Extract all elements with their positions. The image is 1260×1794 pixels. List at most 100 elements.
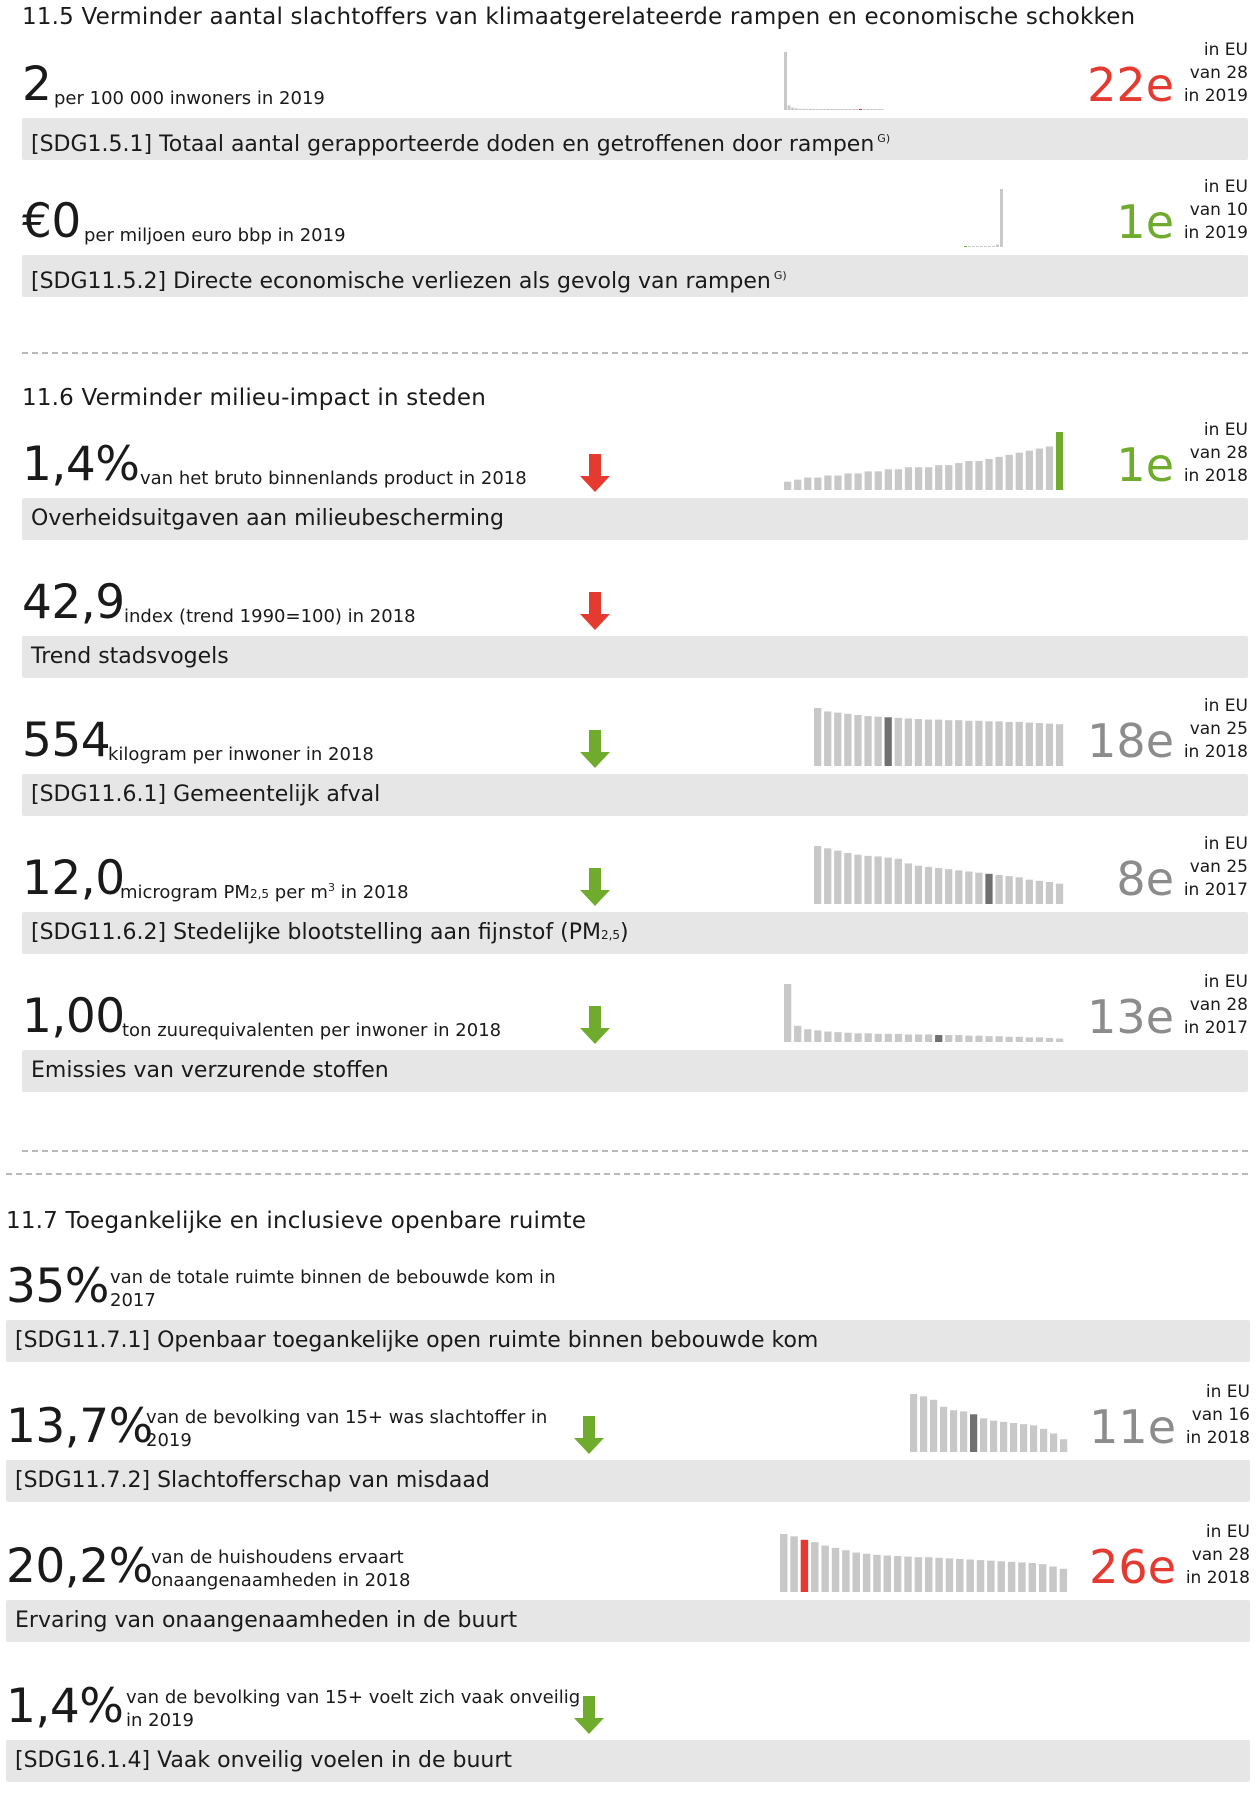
chart-bar bbox=[784, 52, 787, 110]
chart-bar bbox=[854, 854, 862, 904]
chart-bar bbox=[1025, 722, 1033, 766]
indicator-unit: van de totale ruimte binnen de bebouwde … bbox=[110, 1267, 556, 1312]
chart-bar bbox=[1050, 1433, 1058, 1452]
rank-context: in EU van 16 in 2018 bbox=[1186, 1381, 1250, 1450]
chart-bar bbox=[930, 1399, 938, 1452]
eu-rank: 13e bbox=[1087, 990, 1174, 1044]
chart-bar bbox=[990, 1420, 998, 1452]
chart-bar bbox=[894, 858, 902, 904]
indicator-value: 35% bbox=[6, 1259, 109, 1314]
chart-bar bbox=[784, 481, 792, 490]
indicator-unit: microgram PM2,5 per m3 in 2018 bbox=[120, 881, 409, 905]
chart-bar bbox=[841, 109, 845, 110]
indicator-label-end: ) bbox=[620, 920, 629, 945]
trend-down-icon bbox=[580, 1006, 610, 1044]
unit-text: per m bbox=[269, 881, 328, 903]
chart-bar bbox=[995, 1036, 1003, 1042]
section-divider bbox=[22, 1150, 1248, 1152]
chart-bar-highlight bbox=[970, 1414, 978, 1452]
chart-bar bbox=[987, 1560, 995, 1592]
chart-bar bbox=[1038, 1564, 1047, 1592]
chart-bar bbox=[893, 1556, 902, 1592]
rank-total: van 28 bbox=[1189, 63, 1248, 83]
chart-bar bbox=[985, 721, 993, 766]
indicator-label: Overheidsuitgaven aan milieubescherming bbox=[31, 506, 504, 531]
ranking-chart bbox=[780, 1534, 1068, 1592]
chart-bar bbox=[960, 1411, 968, 1452]
chart-bar bbox=[914, 865, 923, 904]
chart-bar bbox=[972, 246, 975, 247]
chart-bar bbox=[984, 246, 987, 247]
unit-line-2: in 2019 bbox=[126, 1709, 194, 1731]
chart-bar bbox=[864, 716, 872, 766]
chart-bar-highlight bbox=[859, 108, 862, 110]
unit-text: microgram PM bbox=[120, 881, 250, 903]
chart-bar-highlight bbox=[800, 1539, 809, 1592]
indicator-label: [SDG11.5.2] Directe economische verlieze… bbox=[31, 269, 771, 294]
chart-bar bbox=[980, 1418, 988, 1452]
chart-bar bbox=[1040, 1428, 1048, 1452]
chart-bar bbox=[814, 708, 822, 766]
indicator-unit: van de huishoudens ervaart onaangenaamhe… bbox=[151, 1547, 410, 1592]
indicator-value: 12,0 bbox=[22, 851, 125, 906]
indicator-label-bar: Ervaring van onaangenaamheden in de buur… bbox=[6, 1600, 1250, 1642]
footnote-marker: G) bbox=[877, 132, 891, 145]
eu-rank: 1e bbox=[1116, 195, 1174, 249]
chart-bar bbox=[864, 1033, 872, 1042]
chart-bar bbox=[980, 246, 983, 247]
chart-bar bbox=[1049, 1566, 1057, 1592]
indicator-label-bar: [SDG16.1.4] Vaak onveilig voelen in de b… bbox=[6, 1740, 1250, 1782]
chart-bar bbox=[940, 1406, 948, 1452]
indicator-sdg1-5-1: 2 per 100 000 inwoners in 2019 22e in EU… bbox=[22, 30, 1248, 160]
chart-bar bbox=[910, 1394, 918, 1452]
chart-bar bbox=[854, 1033, 862, 1042]
chart-bar bbox=[844, 852, 852, 904]
chart-bar bbox=[934, 719, 943, 766]
chart-bar bbox=[874, 471, 882, 490]
chart-bar bbox=[1045, 446, 1054, 490]
rank-total: van 10 bbox=[1189, 200, 1248, 220]
indicator-label-bar: [SDG11.6.2] Stedelijke blootstelling aan… bbox=[22, 912, 1248, 954]
indicator-label: [SDG11.6.2] Stedelijke blootstelling aan… bbox=[31, 920, 601, 945]
indicator-sdg11-5-2: €0 per miljoen euro bbp in 2019 1e in EU… bbox=[22, 167, 1248, 297]
chart-bar bbox=[914, 1557, 923, 1592]
chart-bar bbox=[811, 1542, 819, 1592]
chart-bar bbox=[945, 869, 953, 904]
unit-line-2: onaangenaamheden in 2018 bbox=[151, 1569, 411, 1591]
chart-bar bbox=[851, 109, 855, 110]
chart-bar-highlight bbox=[935, 1035, 943, 1042]
chart-bar bbox=[805, 108, 809, 110]
chart-bar bbox=[862, 1553, 871, 1592]
chart-bar bbox=[794, 1025, 802, 1042]
chart-bar bbox=[874, 1033, 882, 1042]
eu-rank: 18e bbox=[1087, 714, 1174, 768]
chart-bar bbox=[819, 109, 823, 110]
rank-scope: in EU bbox=[1203, 696, 1248, 716]
chart-bar bbox=[925, 1557, 933, 1592]
indicator-label: [SDG11.7.1] Openbaar toegankelijke open … bbox=[15, 1328, 819, 1353]
chart-bar bbox=[1025, 1037, 1033, 1042]
indicator-stadsvogels: 42,9 index (trend 1990=100) in 2018 Tren… bbox=[22, 548, 1248, 678]
chart-bar bbox=[801, 108, 805, 110]
chart-bar bbox=[814, 1030, 822, 1042]
indicator-label-bar: [SDG11.6.1] Gemeentelijk afval bbox=[22, 774, 1248, 816]
rank-total: van 28 bbox=[1189, 995, 1248, 1015]
indicator-value: 2 bbox=[22, 57, 52, 112]
chart-bar bbox=[988, 246, 991, 247]
ranking-chart bbox=[814, 846, 1064, 904]
chart-bar bbox=[950, 1410, 958, 1452]
chart-bar bbox=[790, 1536, 798, 1592]
indicator-label: [SDG1.5.1] Totaal aantal gerapporteerde … bbox=[31, 132, 875, 157]
chart-bar bbox=[1018, 1562, 1026, 1592]
chart-bar bbox=[804, 1029, 812, 1042]
chart-bar bbox=[1015, 721, 1023, 766]
chart-bar bbox=[995, 456, 1003, 490]
chart-bar bbox=[1025, 450, 1033, 490]
chart-bar bbox=[816, 109, 820, 110]
chart-bar bbox=[955, 720, 963, 766]
rank-context: in EU van 28 in 2018 bbox=[1186, 1521, 1250, 1590]
chart-bar bbox=[824, 848, 832, 904]
chart-bar bbox=[842, 1550, 850, 1592]
chart-bar bbox=[821, 1545, 829, 1592]
indicator-label-bar: [SDG11.5.2] Directe economische verlieze… bbox=[22, 255, 1248, 297]
